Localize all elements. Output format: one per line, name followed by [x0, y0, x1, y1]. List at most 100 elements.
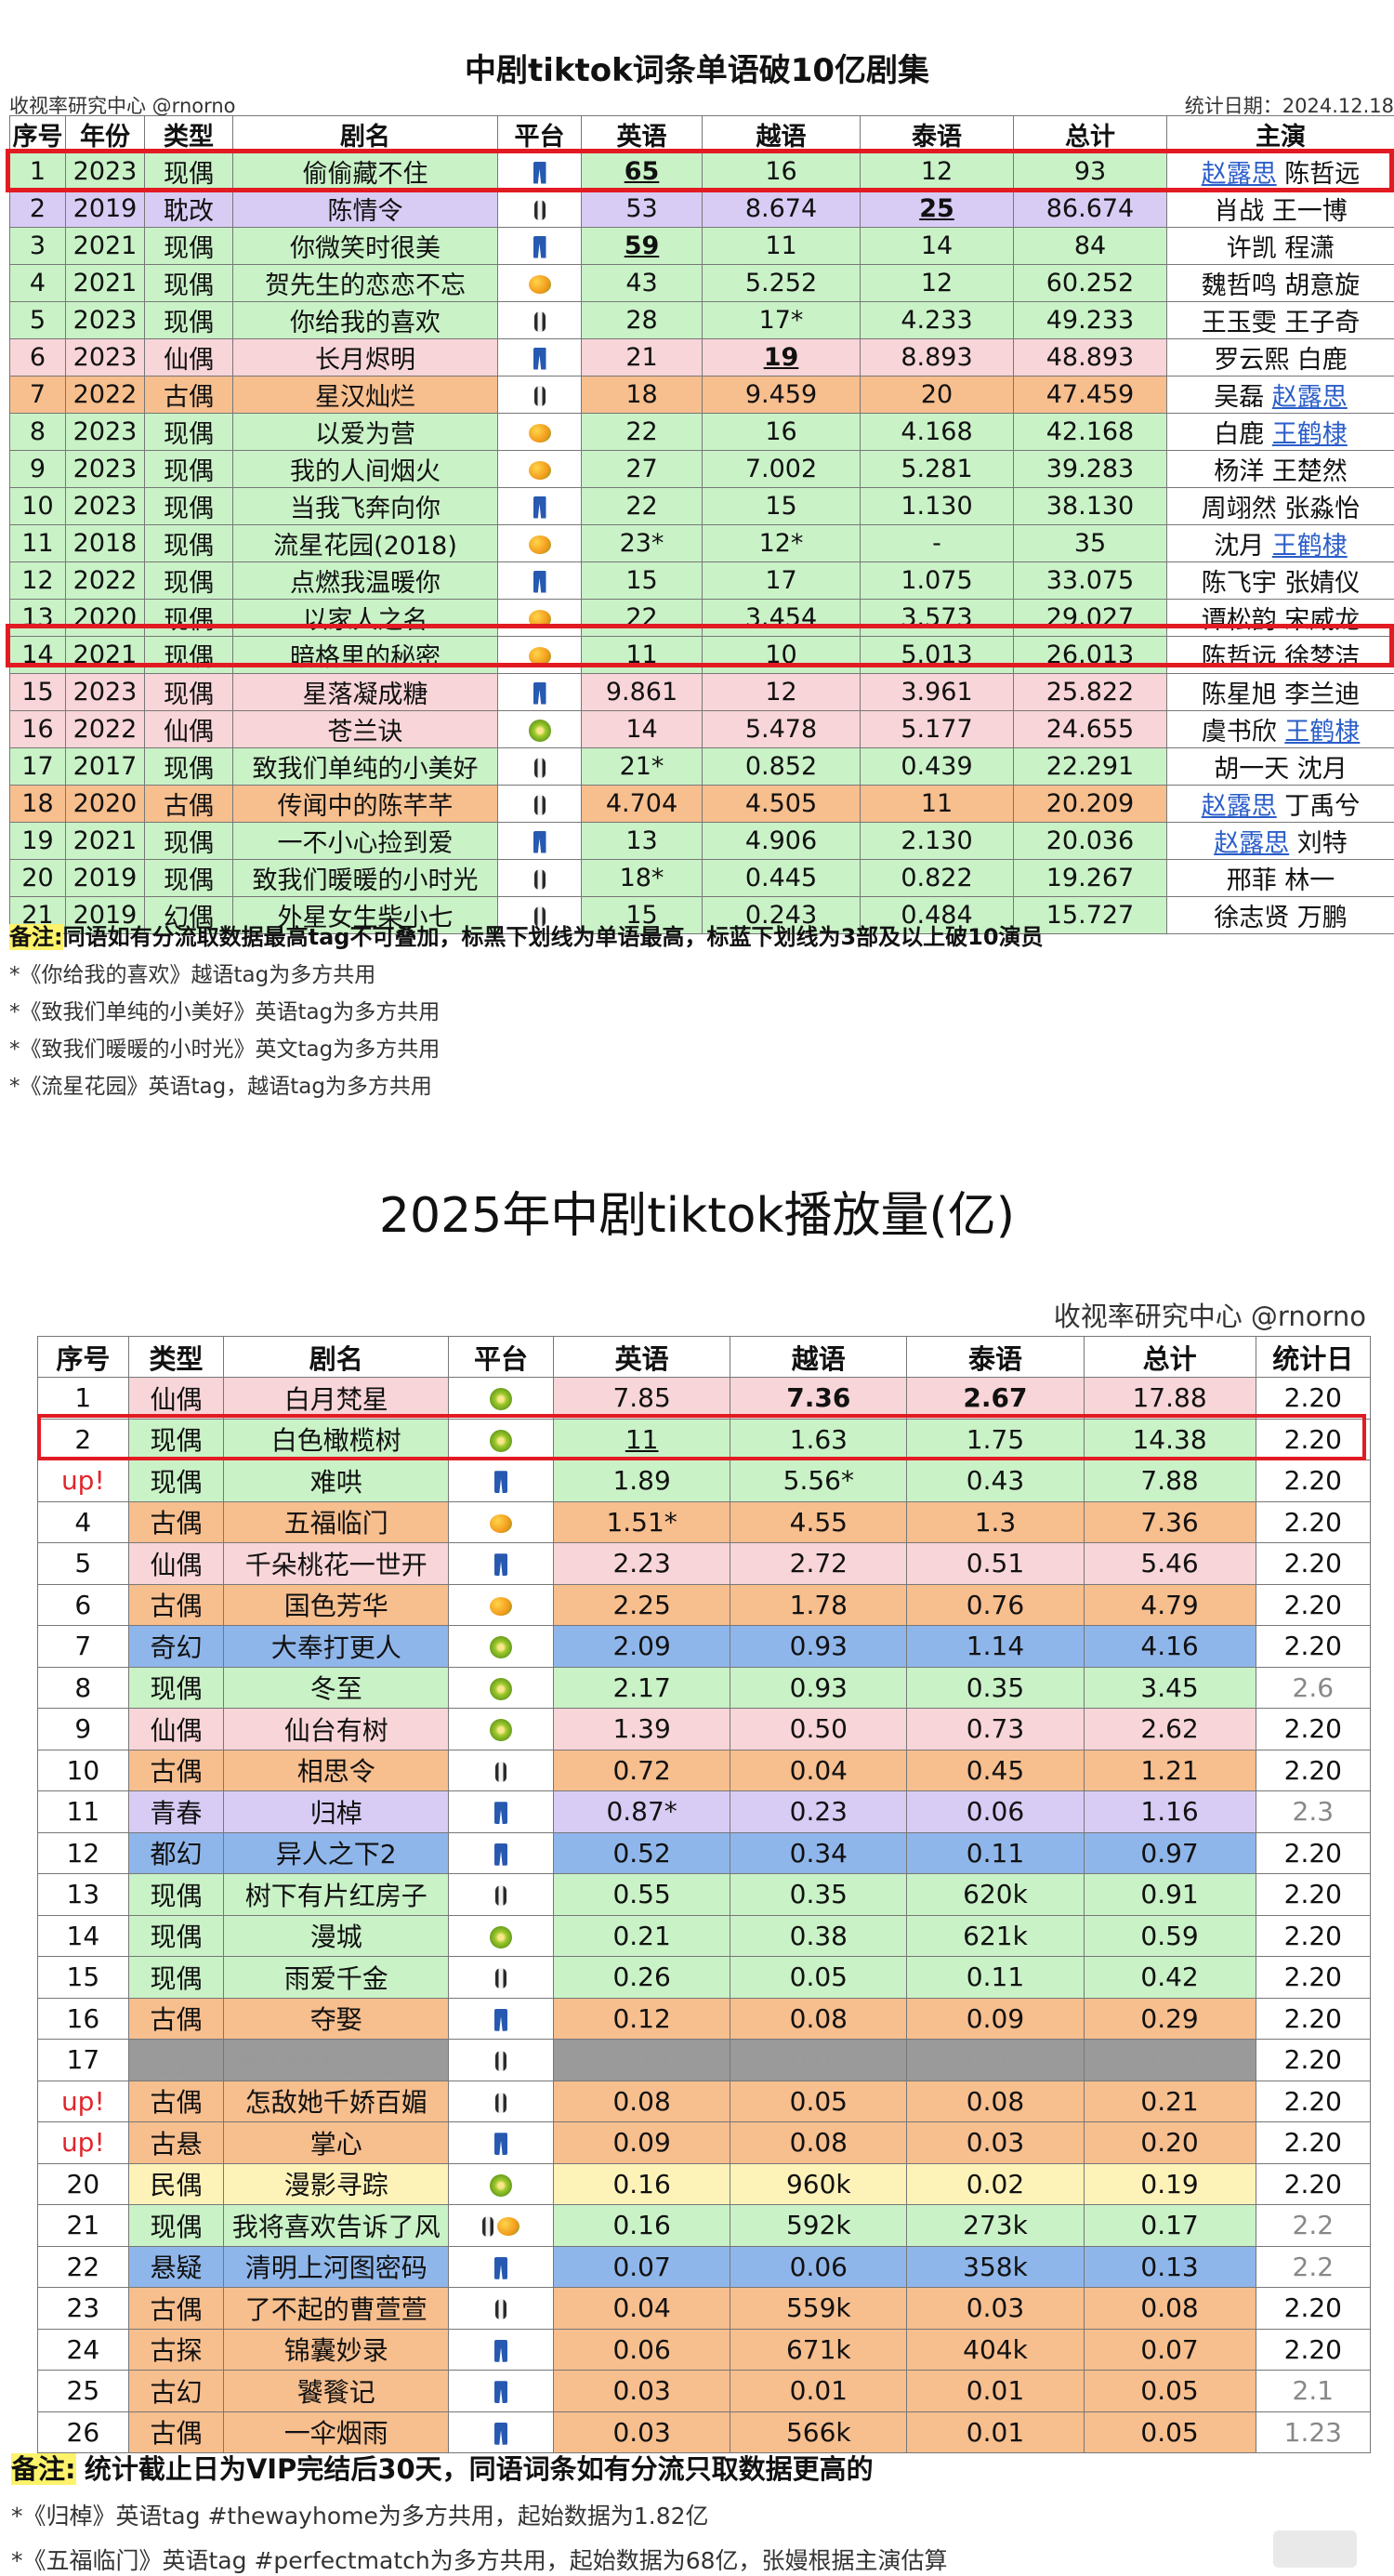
penguin-icon	[534, 869, 546, 890]
title-cell: 以爱为营	[233, 414, 498, 451]
platform-cell	[498, 339, 582, 376]
stat-date-cell: 2.20	[1256, 2040, 1370, 2081]
thai-cell: 0.439	[861, 748, 1014, 786]
title-cell: 饕餮记	[224, 2371, 449, 2412]
mango-icon	[529, 535, 551, 554]
thai-cell: 1.14	[907, 1626, 1084, 1668]
platform-cell	[498, 674, 582, 711]
year-cell: 2022	[66, 562, 145, 600]
english-cell: 53	[582, 191, 703, 228]
english-cell: 0.21	[554, 1915, 730, 1957]
total-cell: 0.29	[1084, 1998, 1256, 2040]
platform-cell	[448, 1874, 553, 1916]
vietnamese-cell: 7.36	[730, 1378, 907, 1420]
total-cell: 24.655	[1014, 711, 1167, 748]
english-cell: 23*	[582, 525, 703, 562]
english-cell: 43	[582, 265, 703, 302]
english-cell: 59	[582, 228, 703, 265]
platform-cell	[448, 2288, 553, 2330]
note-line: *《流星花园》英语tag，越语tag为多方共用	[9, 1068, 1394, 1100]
kiwi-icon	[490, 1719, 512, 1741]
lead-cell: 虞书欣 王鹤棣	[1167, 711, 1394, 748]
english-cell: 7.85	[554, 1378, 730, 1420]
total-cell: 2.62	[1084, 1709, 1256, 1750]
thai-cell: 0.08	[907, 2081, 1084, 2122]
year-cell: 2019	[66, 191, 145, 228]
english-cell: 2.09	[554, 1626, 730, 1668]
rank-cell: 19	[10, 823, 66, 860]
english-cell: 2.17	[554, 1667, 730, 1709]
vietnamese-cell: 0.01	[730, 2371, 907, 2412]
platform-cell	[498, 488, 582, 525]
genre-cell: 现偶	[145, 748, 233, 786]
english-cell: 18*	[582, 860, 703, 897]
rank-cell: 9	[10, 451, 66, 488]
thai-cell: 12	[861, 265, 1014, 302]
vietnamese-cell: 566k	[730, 2411, 907, 2453]
table1-title: 中剧tiktok词条单语破10亿剧集	[0, 45, 1394, 90]
rank-cell: 23	[38, 2288, 129, 2330]
english-cell: 9.861	[582, 674, 703, 711]
stat-date-cell: 2.20	[1256, 2329, 1370, 2371]
vietnamese-cell: 8.674	[703, 191, 861, 228]
english-cell: 14	[582, 711, 703, 748]
title-cell: 星落凝成糖	[233, 674, 498, 711]
stat-date-cell: 2.3	[1256, 1791, 1370, 1833]
stat-date-cell: 2.2	[1256, 2205, 1370, 2247]
stat-date-cell: 2.6	[1256, 1667, 1370, 1709]
notes-label: 备注:	[9, 924, 63, 950]
genre-cell: 仙偶	[145, 711, 233, 748]
platform-cell	[448, 1957, 553, 1999]
platform-cell	[448, 2081, 553, 2122]
lead-cell: 胡一天 沈月	[1167, 748, 1394, 786]
total-cell: 4.16	[1084, 1626, 1256, 1668]
total-cell: 0.08	[1084, 2288, 1256, 2330]
penguin-icon	[495, 2093, 506, 2113]
thai-cell: 0.09	[907, 1998, 1084, 2040]
thai-cell: 621k	[907, 1915, 1084, 1957]
stat-date-cell: 2.20	[1256, 1584, 1370, 1626]
genre-cell: 现偶	[128, 1957, 224, 1999]
english-cell: 1.51*	[554, 1501, 730, 1543]
english-cell: 13	[582, 823, 703, 860]
penguin-icon	[534, 795, 546, 815]
english-cell: 28	[582, 302, 703, 339]
notes-main: 统计截止日为VIP完结后30天，同语词条如有分流只取数据更高的	[85, 2453, 874, 2485]
platform-cell	[498, 525, 582, 562]
column-header: 剧名	[233, 116, 498, 153]
column-header: 年份	[66, 116, 145, 153]
platform-cell	[498, 265, 582, 302]
year-cell: 2023	[66, 488, 145, 525]
english-cell: 0.55	[554, 1874, 730, 1916]
platform-cell	[448, 1791, 553, 1833]
platform-cell	[448, 1501, 553, 1543]
penguin-icon	[534, 311, 546, 332]
english-cell: 0.15	[554, 2040, 730, 2081]
mango-icon	[490, 1514, 512, 1533]
rank-cell: 21	[38, 2205, 129, 2247]
platform-cell	[448, 2411, 553, 2453]
title-cell: 归棹	[224, 1791, 449, 1833]
genre-cell: 现偶	[128, 1915, 224, 1957]
stat-date-cell: 2.20	[1256, 1709, 1370, 1750]
genre-cell: 现偶	[145, 525, 233, 562]
vietnamese-cell: 0.50	[730, 1709, 907, 1750]
rank-cell: 17	[38, 2040, 129, 2081]
table2-notes: 备注: 统计截止日为VIP完结后30天，同语词条如有分流只取数据更高的 *《归棹…	[11, 2448, 1387, 2576]
vietnamese-cell: 592k	[730, 2205, 907, 2247]
year-cell: 2017	[66, 748, 145, 786]
genre-cell: 都幻	[128, 1832, 224, 1874]
rank-cell: 4	[38, 1501, 129, 1543]
vietnamese-cell: 7.002	[703, 451, 861, 488]
title-cell: 五福临门	[224, 1501, 449, 1543]
title-cell: 清明上河图密码	[224, 2246, 449, 2288]
mango-icon	[497, 2217, 519, 2236]
jeans-icon	[533, 682, 546, 705]
genre-cell: 古偶	[128, 1501, 224, 1543]
